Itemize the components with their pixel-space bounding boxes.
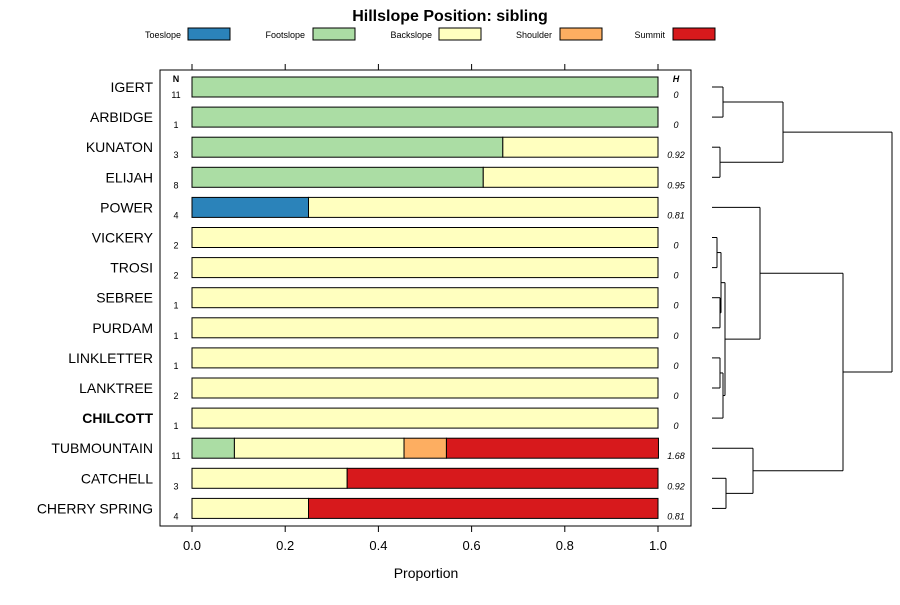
n-value-power: 4	[173, 210, 178, 220]
chart-title: Hillslope Position: sibling	[352, 8, 548, 25]
x-tick-label: 1.0	[649, 538, 667, 553]
legend-label-backslope: Backslope	[390, 30, 432, 40]
bar-segment-tubmountain-footslope	[191, 437, 235, 459]
bar-segment-lanktree-backslope	[191, 377, 659, 399]
legend-swatch-footslope	[312, 27, 356, 41]
row-label-catchell: CATCHELL	[81, 470, 153, 486]
row-label-purdam: PURDAM	[92, 320, 153, 336]
row-label-power: POWER	[100, 199, 153, 215]
bar-segment-cherry-spring-summit	[308, 497, 659, 519]
legend-swatch-toeslope	[187, 27, 231, 41]
n-value-arbidge: 1	[173, 120, 178, 130]
plot-frame	[159, 69, 692, 527]
row-label-lanktree: LANKTREE	[79, 380, 153, 396]
h-value-tubmountain: 1.68	[667, 451, 685, 461]
legend: Toeslope Footslope Backslope Shoulder Summit	[145, 27, 716, 41]
n-value-purdam: 1	[173, 331, 178, 341]
n-value-linkletter: 1	[173, 361, 178, 371]
dendrogram	[712, 86, 893, 509]
bar-segment-elijah-footslope	[191, 166, 484, 188]
h-value-elijah: 0.95	[667, 180, 686, 190]
x-tick-label: 0.0	[183, 538, 201, 553]
h-value-arbidge: 0	[673, 120, 678, 130]
row-label-elijah: ELIJAH	[106, 169, 153, 185]
bar-segment-igert-footslope	[191, 76, 659, 98]
h-value-power: 0.81	[667, 210, 685, 220]
legend-swatch-summit	[672, 27, 716, 41]
row-label-sebree: SEBREE	[96, 290, 153, 306]
row-label-igert: IGERT	[110, 79, 153, 95]
legend-swatch-shoulder	[559, 27, 603, 41]
legend-label-footslope: Footslope	[265, 30, 305, 40]
n-value-elijah: 8	[173, 180, 178, 190]
bar-segment-chilcott-backslope	[191, 407, 659, 429]
n-value-sebree: 1	[173, 301, 178, 311]
bar-segment-power-backslope	[308, 196, 659, 218]
x-axis-label: Proportion	[394, 565, 459, 581]
n-value-vickery: 2	[173, 241, 178, 251]
bar-segment-purdam-backslope	[191, 317, 659, 339]
legend-label-shoulder: Shoulder	[516, 30, 552, 40]
bar-segment-trosi-backslope	[191, 257, 659, 279]
x-tick-label: 0.2	[276, 538, 294, 553]
n-value-kunaton: 3	[173, 150, 178, 160]
n-value-lanktree: 2	[173, 391, 178, 401]
n-value-catchell: 3	[173, 481, 178, 491]
h-value-linkletter: 0	[673, 361, 678, 371]
legend-label-summit: Summit	[634, 30, 665, 40]
bar-segment-power-toeslope	[191, 196, 309, 218]
row-label-tubmountain: TUBMOUNTAIN	[51, 440, 153, 456]
h-value-trosi: 0	[673, 271, 678, 281]
x-axis: 0.0 0.2 0.4 0.6 0.8 1.0	[183, 64, 667, 553]
bar-segment-arbidge-footslope	[191, 106, 659, 128]
h-value-lanktree: 0	[673, 391, 678, 401]
legend-swatch-backslope	[438, 27, 482, 41]
h-header: H	[673, 74, 680, 84]
h-value-catchell: 0.92	[667, 481, 685, 491]
n-value-tubmountain: 11	[171, 451, 180, 461]
row-label-kunaton: KUNATON	[86, 139, 153, 155]
bar-segment-tubmountain-backslope	[233, 437, 405, 459]
bar-segment-catchell-summit	[346, 467, 659, 489]
bar-segment-kunaton-footslope	[191, 136, 504, 158]
x-tick-label: 0.8	[556, 538, 574, 553]
x-tick-label: 0.6	[463, 538, 481, 553]
h-value-purdam: 0	[673, 331, 678, 341]
h-value-igert: 0	[673, 90, 678, 100]
x-tick-label: 0.4	[369, 538, 387, 553]
n-header: N	[173, 74, 180, 84]
legend-label-toeslope: Toeslope	[145, 30, 181, 40]
bar-segment-elijah-backslope	[482, 166, 659, 188]
row-label-vickery: VICKERY	[92, 230, 154, 246]
h-value-chilcott: 0	[673, 421, 678, 431]
bar-segment-vickery-backslope	[191, 227, 659, 248]
row-label-trosi: TROSI	[110, 260, 153, 276]
n-value-chilcott: 1	[173, 421, 178, 431]
h-value-cherry-spring: 0.81	[667, 511, 685, 521]
h-value-sebree: 0	[673, 301, 678, 311]
row-label-chilcott: CHILCOTT	[82, 410, 153, 426]
bar-segment-catchell-backslope	[191, 467, 348, 489]
h-value-kunaton: 0.92	[667, 150, 685, 160]
bar-segment-linkletter-backslope	[191, 347, 659, 369]
bar-segment-kunaton-backslope	[502, 136, 659, 158]
bar-segment-tubmountain-summit	[445, 437, 659, 459]
n-value-cherry-spring: 4	[173, 511, 178, 521]
row-label-arbidge: ARBIDGE	[90, 109, 153, 125]
row-label-cherry-spring: CHERRY SPRING	[37, 500, 153, 516]
bar-segment-tubmountain-shoulder	[403, 437, 447, 459]
n-value-igert: 11	[171, 90, 180, 100]
bar-segment-sebree-backslope	[191, 287, 659, 309]
bars	[191, 76, 659, 519]
n-value-trosi: 2	[173, 271, 178, 281]
row-label-linkletter: LINKLETTER	[68, 350, 153, 366]
bar-segment-cherry-spring-backslope	[191, 497, 309, 519]
h-value-vickery: 0	[673, 241, 678, 251]
